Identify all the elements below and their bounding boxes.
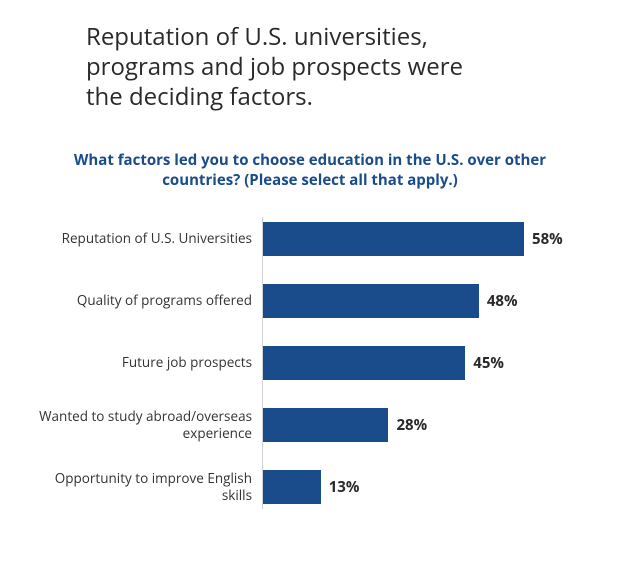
chart-card: Reputation of U.S. universities, program…: [0, 0, 620, 537]
category-label: Future job prospects: [30, 354, 262, 371]
headline: Reputation of U.S. universities, program…: [86, 22, 486, 112]
value-label: 28%: [396, 415, 427, 435]
category-label: Wanted to study abroad/overseas experien…: [30, 408, 262, 442]
bar-row: Quality of programs offered 48%: [30, 281, 590, 321]
category-label: Reputation of U.S. Universities: [30, 230, 262, 247]
bar-track: 28%: [262, 405, 590, 445]
value-label: 58%: [532, 229, 563, 249]
value-label: 48%: [487, 291, 518, 311]
bar-row: Opportunity to improve English skills 13%: [30, 467, 590, 507]
bar-track: 58%: [262, 219, 590, 259]
bar-chart: Reputation of U.S. Universities 58% Qualit…: [30, 219, 590, 507]
bar-track: 13%: [262, 467, 590, 507]
bar: [262, 408, 388, 442]
bar-row: Wanted to study abroad/overseas experien…: [30, 405, 590, 445]
category-label: Quality of programs offered: [30, 292, 262, 309]
bar: [262, 222, 524, 256]
bar-track: 45%: [262, 343, 590, 383]
bar: [262, 346, 465, 380]
bar: [262, 284, 479, 318]
bar-row: Reputation of U.S. Universities 58%: [30, 219, 590, 259]
bar-track: 48%: [262, 281, 590, 321]
bar-row: Future job prospects 45%: [30, 343, 590, 383]
survey-question: What factors led you to choose education…: [70, 150, 550, 191]
bar: [262, 470, 321, 504]
value-label: 13%: [329, 477, 360, 497]
category-label: Opportunity to improve English skills: [30, 470, 262, 504]
y-axis-line: [262, 217, 263, 509]
value-label: 45%: [473, 353, 504, 373]
